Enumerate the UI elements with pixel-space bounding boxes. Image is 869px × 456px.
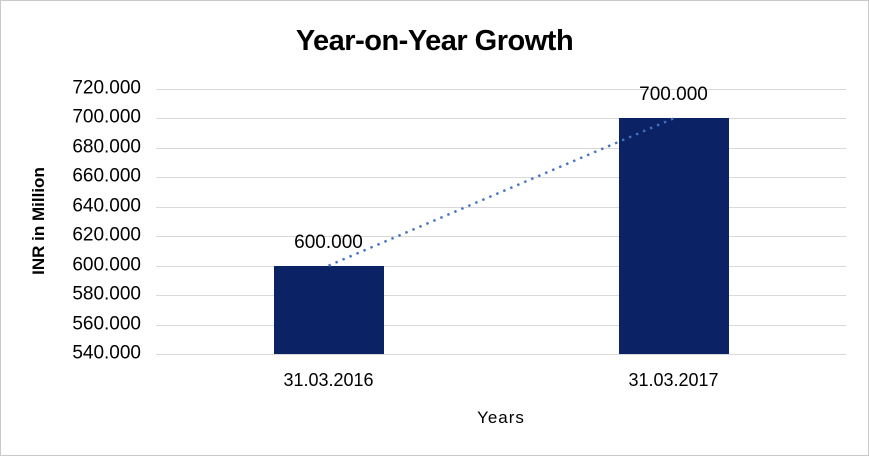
y-axis-tick-label: 640.000 (72, 195, 141, 217)
chart-title: Year-on-Year Growth (295, 25, 574, 57)
data-label: 700.000 (639, 84, 708, 106)
x-axis-tick-label: 31.03.2017 (628, 370, 719, 390)
bar (618, 118, 729, 354)
gridline (156, 324, 846, 326)
gridline (156, 265, 846, 267)
y-axis-tick-label: 600.000 (72, 254, 141, 276)
y-axis-tick-label: 540.000 (72, 342, 141, 364)
gridline (156, 354, 846, 355)
gridline (156, 295, 846, 297)
y-axis-tick-label: 720.000 (72, 77, 141, 99)
y-axis-tick-label: 620.000 (72, 224, 141, 246)
gridline (156, 206, 846, 208)
gridline (156, 177, 846, 179)
y-axis-tick-label: 660.000 (72, 165, 141, 187)
gridline (156, 236, 846, 238)
gridline (156, 118, 846, 120)
y-axis-tick-label: 700.000 (72, 106, 141, 128)
data-label: 600.000 (294, 231, 363, 253)
gridline (156, 89, 846, 90)
y-axis-tick-label: 680.000 (72, 136, 141, 158)
y-axis-tick-label: 560.000 (72, 313, 141, 335)
x-axis-tick-label: 31.03.2016 (283, 370, 374, 390)
x-axis-title: Years (477, 408, 525, 427)
gridline (156, 147, 846, 149)
y-axis-tick-label: 580.000 (72, 283, 141, 305)
bar (273, 265, 384, 354)
